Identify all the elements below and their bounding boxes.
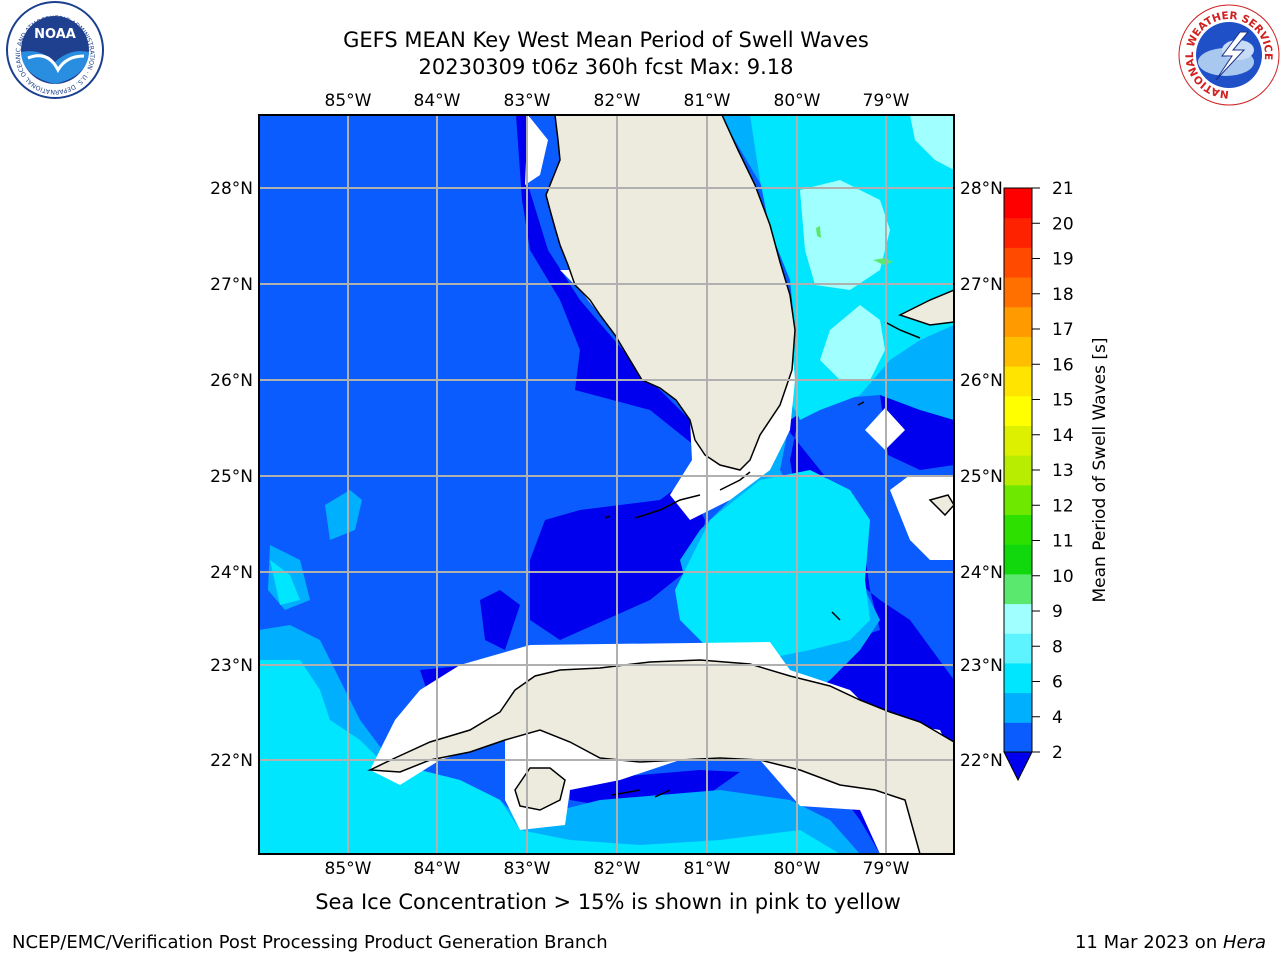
lat-label: 26°N: [210, 371, 253, 391]
map-area: [259, 115, 954, 854]
chart-title: GEFS MEAN Key West Mean Period of Swell …: [343, 28, 869, 52]
colorbar-tick-label: 12: [1052, 496, 1074, 516]
map-frame: [258, 114, 955, 855]
colorbar-segment: [1004, 455, 1032, 486]
lat-labels-left: 28°N 27°N 26°N 25°N 24°N 23°N 22°N: [210, 179, 253, 771]
colorbar-tick-label: 17: [1052, 320, 1074, 340]
colorbar-label: Mean Period of Swell Waves [s]: [1090, 338, 1110, 603]
colorbar-segment: [1004, 633, 1032, 664]
map-gridlines: [259, 115, 954, 854]
lon-label: 80°W: [774, 859, 821, 879]
lat-label: 23°N: [210, 656, 253, 676]
lon-label: 81°W: [684, 859, 731, 879]
lon-label: 82°W: [594, 91, 641, 111]
lat-label: 25°N: [210, 467, 253, 487]
lat-label: 24°N: [210, 563, 253, 583]
noaa-logo: NATIONAL OCEANIC AND ATMOSPHERIC ADMINIS…: [0, 0, 104, 99]
lat-label: 25°N: [960, 467, 1003, 487]
colorbar-under-arrow: [1003, 751, 1033, 782]
chart-subtitle: 20230309 t06z 360h fcst Max: 9.18: [418, 55, 794, 79]
footer-date: 11 Mar 2023 on Hera: [1075, 932, 1266, 953]
lon-label: 79°W: [863, 91, 910, 111]
colorbar-tick-label: 21: [1052, 179, 1074, 199]
lon-label: 85°W: [325, 91, 372, 111]
florida-keys: [604, 321, 921, 798]
footer-date-text: 11 Mar 2023 on: [1074, 932, 1223, 953]
lon-label: 84°W: [414, 91, 461, 111]
colorbar-segment: [1004, 692, 1032, 723]
colorbar-segment: [1004, 277, 1032, 308]
lon-label: 83°W: [504, 859, 551, 879]
colorbar: 21 20 19 18 17 16 15 14 13 12 11 10 9 8 6 4 2 Mean Perio…: [1003, 179, 1110, 782]
colorbar-tick-label: 11: [1052, 532, 1074, 552]
period-8-9-contour: [800, 115, 954, 380]
colorbar-segment: [1004, 722, 1032, 753]
lon-label: 83°W: [504, 91, 551, 111]
lon-label: 81°W: [684, 91, 731, 111]
lat-label: 24°N: [960, 563, 1003, 583]
lon-label: 80°W: [774, 91, 821, 111]
colorbar-segment: [1004, 336, 1032, 367]
sea-ice-caption: Sea Ice Concentration > 15% is shown in …: [315, 890, 901, 914]
colorbar-tick-label: 13: [1052, 461, 1074, 481]
lat-label: 27°N: [960, 275, 1003, 295]
cuba: [367, 659, 954, 854]
colorbar-tick-label: 16: [1052, 355, 1074, 375]
lat-label: 27°N: [210, 275, 253, 295]
lat-label: 28°N: [960, 179, 1003, 199]
period-9-10-contour: [816, 226, 893, 265]
colorbar-segment: [1004, 544, 1032, 575]
lon-label: 85°W: [325, 859, 372, 879]
colorbar-segment: [1004, 603, 1032, 634]
footer-machine: Hera: [1222, 932, 1266, 953]
colorbar-tick-label: 8: [1052, 637, 1063, 657]
colorbar-segment: [1004, 247, 1032, 278]
lon-label: 84°W: [414, 859, 461, 879]
colorbar-segment: [1004, 514, 1032, 545]
colorbar-tick-label: 9: [1052, 602, 1063, 622]
footer-credit: NCEP/EMC/Verification Post Processing Pr…: [12, 932, 608, 953]
colorbar-segment: [1004, 366, 1032, 397]
colorbar-tick-label: 14: [1052, 426, 1074, 446]
colorbar-segment: [1004, 217, 1032, 248]
colorbar-segment: [1004, 425, 1032, 456]
colorbar-tick-label: 18: [1052, 285, 1074, 305]
bahamas: [898, 289, 954, 326]
colorbar-tick-label: 19: [1052, 250, 1074, 270]
colorbar-segment: [1004, 662, 1032, 694]
colorbar-segment: [1004, 573, 1032, 605]
lon-label: 79°W: [863, 859, 910, 879]
lat-label: 23°N: [960, 656, 1003, 676]
colorbar-ticks: 21 20 19 18 17 16 15 14 13 12 11 10 9 8 6 4 2: [1032, 179, 1074, 763]
colorbar-tick-label: 15: [1052, 391, 1074, 411]
nws-logo: NATIONAL WEATHER SERVICE: [1178, 4, 1280, 106]
lon-labels-bottom: 85°W 84°W 83°W 82°W 81°W 80°W 79°W: [325, 859, 910, 879]
colorbar-tick-label: 20: [1052, 214, 1074, 234]
colorbar-segments: [1004, 188, 1032, 753]
colorbar-tick-label: 2: [1052, 743, 1063, 763]
colorbar-tick-label: 10: [1052, 567, 1074, 587]
lon-label: 82°W: [594, 859, 641, 879]
colorbar-segment: [1004, 306, 1032, 337]
noaa-logo-text: NOAA: [34, 27, 76, 42]
colorbar-segment: [1004, 188, 1032, 219]
lat-label: 28°N: [210, 179, 253, 199]
lat-label: 22°N: [210, 751, 253, 771]
lat-labels-right: 28°N 27°N 26°N 25°N 24°N 23°N 22°N: [960, 179, 1003, 771]
florida-peninsula: [545, 115, 796, 471]
colorbar-segment: [1004, 484, 1032, 516]
lon-labels-top: 85°W 84°W 83°W 82°W 81°W 80°W 79°W: [325, 91, 910, 111]
lat-label: 22°N: [960, 751, 1003, 771]
colorbar-tick-label: 4: [1052, 708, 1063, 728]
lat-label: 26°N: [960, 371, 1003, 391]
colorbar-tick-label: 6: [1052, 673, 1063, 693]
colorbar-segment: [1004, 395, 1032, 426]
